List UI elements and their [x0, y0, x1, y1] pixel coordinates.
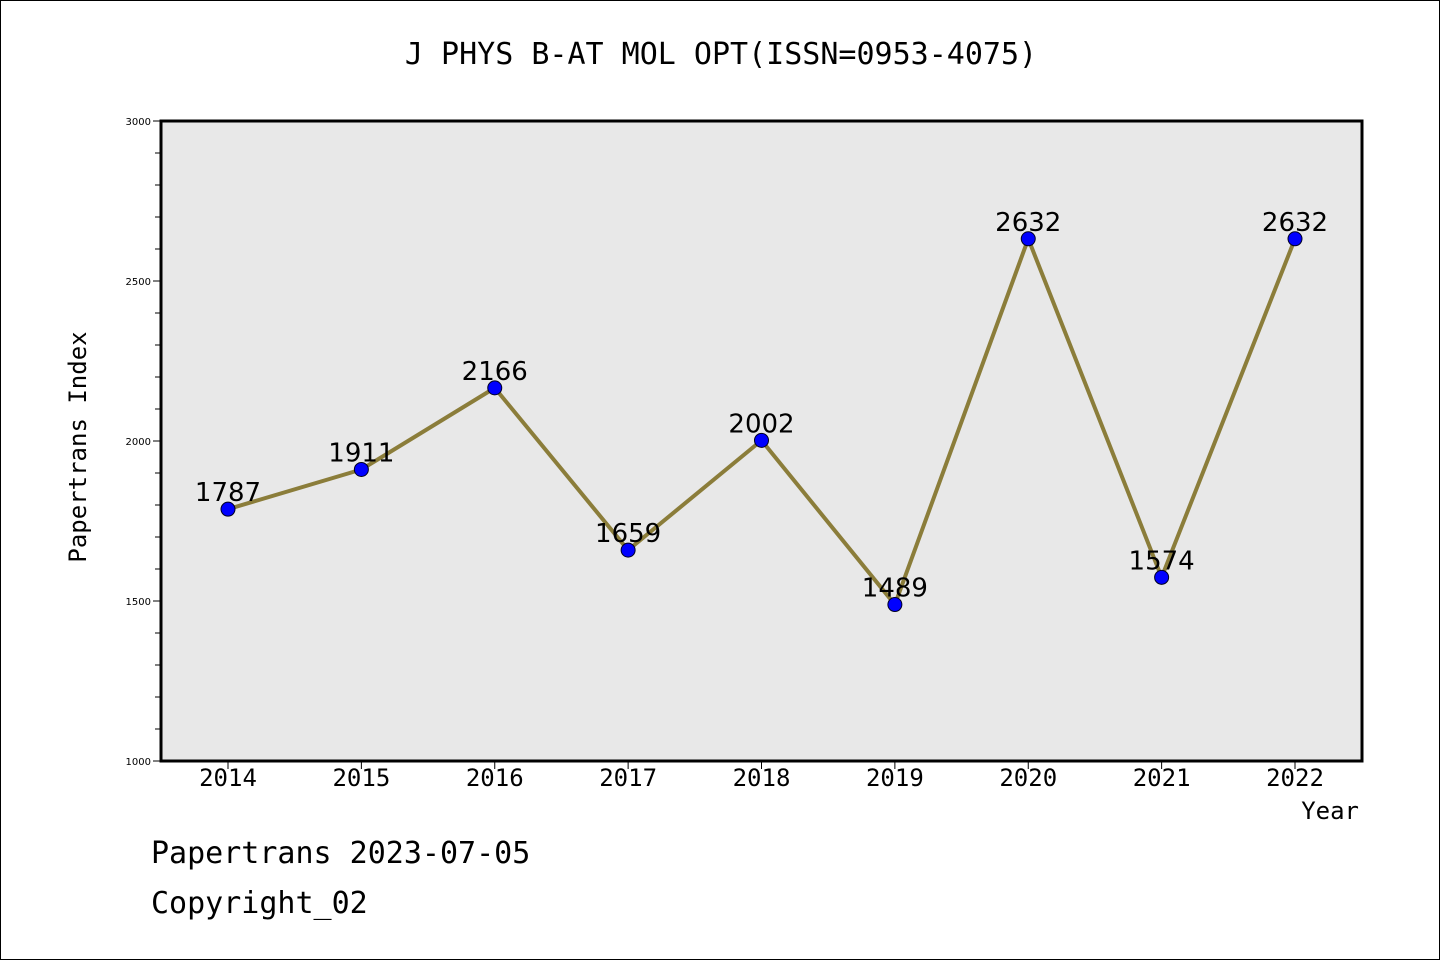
y-tick-label: 3000	[126, 117, 151, 128]
data-point	[487, 380, 503, 396]
x-tick-label: 2018	[733, 764, 791, 792]
x-tick-label: 2021	[1133, 764, 1191, 792]
footer-copyright: Copyright_02	[151, 886, 368, 921]
data-label: 2632	[995, 208, 1061, 238]
y-axis: 1000 1500 2000 2500 3000	[126, 117, 161, 768]
x-axis: 2014 2015 2016 2017 2018 2019 2020 2021 2022	[199, 761, 1324, 792]
data-label: 1659	[595, 519, 661, 549]
plot-frame	[159, 119, 1364, 763]
x-tick-label: 2017	[599, 764, 657, 792]
data-label: 1574	[1129, 546, 1195, 576]
chart-title: J PHYS B-AT MOL OPT(ISSN=0953-4075)	[404, 37, 1038, 72]
data-label: 2002	[728, 409, 794, 439]
y-tick-label: 2500	[126, 277, 151, 288]
data-label: 2166	[462, 357, 528, 387]
data-point	[1154, 569, 1170, 585]
y-tick-label: 1500	[126, 597, 151, 608]
y-tick-label: 2000	[126, 437, 151, 448]
data-point	[754, 432, 769, 448]
data-point	[1287, 231, 1303, 247]
data-label: 2632	[1262, 208, 1328, 238]
x-tick-label: 2022	[1266, 764, 1324, 792]
x-tick-label: 2020	[999, 764, 1057, 792]
data-point	[220, 501, 236, 517]
data-point	[353, 461, 369, 477]
x-tick-label: 2015	[332, 764, 390, 792]
data-point	[1020, 231, 1036, 247]
data-label: 1787	[195, 478, 261, 508]
x-tick-label: 2016	[466, 764, 524, 792]
x-tick-label: 2019	[866, 764, 924, 792]
y-tick-label: 1000	[126, 757, 151, 768]
data-label: 1489	[862, 574, 928, 604]
data-point	[620, 542, 636, 558]
x-axis-label: Year	[1301, 797, 1359, 825]
x-tick-label: 2014	[199, 764, 257, 792]
footer-date: Papertrans 2023-07-05	[151, 836, 531, 871]
data-point	[887, 597, 903, 613]
series-group: 1787 1911 2166 1659 2002 1489 2632 1574 2632	[195, 208, 1328, 613]
data-label: 1911	[328, 438, 394, 468]
